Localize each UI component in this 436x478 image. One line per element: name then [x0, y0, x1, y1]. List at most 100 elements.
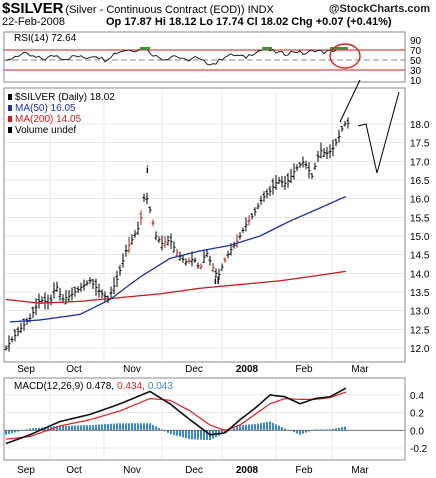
- price-tick-label: 14.0: [410, 269, 430, 280]
- macd-hist-bar: [221, 430, 223, 435]
- macd-hist-bar: [242, 424, 244, 431]
- macd-hist-bar: [71, 425, 73, 431]
- projection-line-1: [339, 79, 361, 123]
- macd-hist-bar: [68, 425, 70, 431]
- macd-hist-bar: [284, 428, 286, 431]
- macd-hist-bar: [233, 428, 235, 431]
- macd-hist-bar: [179, 430, 181, 437]
- macd-hist-bar: [314, 429, 316, 431]
- macd-hist-bar: [32, 428, 34, 431]
- macd-hist-bar: [14, 430, 16, 433]
- x-tick-label: 2008: [236, 364, 259, 375]
- price-tick-label: 18.0: [410, 120, 430, 131]
- macd-hist-bar: [158, 428, 160, 431]
- macd-hist-bar: [224, 430, 226, 433]
- macd-hist-bar: [248, 424, 250, 431]
- macd-hist-bar: [338, 427, 340, 431]
- macd-tick-label: 0.0: [410, 426, 424, 437]
- projection-line-2: [357, 91, 400, 174]
- macd-hist-bar: [308, 430, 310, 432]
- macd-hist-bar: [89, 425, 91, 431]
- price-tick-label: 13.5: [410, 288, 430, 299]
- macd-hist-bar: [320, 429, 322, 431]
- macd-hist-bar: [65, 425, 67, 431]
- macd-hist-bar: [140, 423, 142, 431]
- quote-values: Op 17.87 Hi 18.12 Lo 17.74 Cl 18.02 Chg …: [106, 16, 392, 28]
- macd-legend-hist: 0.043: [148, 381, 173, 392]
- macd-hist-bar: [56, 426, 58, 431]
- macd-hist-bar: [152, 424, 154, 431]
- macd-hist-bar: [80, 425, 82, 431]
- quote-date: 22-Feb-2008: [2, 16, 65, 28]
- macd-hist-bar: [164, 430, 166, 432]
- macd-hist-bar: [122, 423, 124, 431]
- macd-hist-bar: [344, 426, 346, 431]
- price-tick-label: 15.0: [410, 232, 430, 243]
- macd-hist-bar: [86, 425, 88, 431]
- macd-hist-bar: [176, 430, 178, 436]
- x-tick-label: Oct: [66, 465, 82, 476]
- macd-line: [5, 387, 347, 445]
- macd-hist-bar: [275, 424, 277, 431]
- symbol-description: (Silver - Continuous Contract (EOD)) IND…: [65, 4, 274, 16]
- macd-hist-bar: [293, 430, 295, 433]
- macd-hist-bar: [323, 429, 325, 431]
- x-tick-label: Feb: [295, 364, 313, 375]
- macd-panel: MACD(12,26,9) 0.478, 0.434, 0.043 0.4 0.2 0.…: [3, 377, 428, 461]
- wave-label-i: i: [146, 165, 149, 176]
- legend-swatch: [8, 94, 12, 100]
- macd-hist-bar: [125, 423, 127, 431]
- macd-hist-bar: [77, 425, 79, 431]
- price-tick-label: 17.0: [410, 157, 430, 168]
- legend-swatch: [8, 127, 12, 133]
- macd-hist-bar: [92, 424, 94, 431]
- macd-hist-bar: [146, 423, 148, 431]
- x-tick-label: Nov: [123, 465, 141, 476]
- legend-entry: MA(200) 14.05: [15, 114, 82, 125]
- watermark: @StockCharts.com: [328, 3, 430, 15]
- legend-entry: $SILVER (Daily) 18.02: [15, 92, 115, 103]
- macd-hist-bar: [269, 421, 271, 431]
- macd-hist-bar: [278, 425, 280, 431]
- macd-hist-bar: [155, 426, 157, 431]
- macd-hist-bar: [113, 423, 115, 431]
- macd-hist-bar: [98, 424, 100, 431]
- macd-hist-bar: [62, 425, 64, 431]
- macd-hist-bar: [47, 426, 49, 431]
- macd-legend-prefix: MACD(12,26,9) 0.478,: [14, 381, 114, 392]
- macd-hist-bar: [8, 430, 10, 434]
- price-tick-label: 12.5: [410, 325, 430, 336]
- macd-hist-bar: [239, 425, 241, 431]
- macd-hist-bar: [83, 425, 85, 431]
- x-tick-label: Dec: [185, 465, 203, 476]
- macd-hist-bar: [299, 430, 301, 435]
- ma200-line: [5, 270, 347, 304]
- x-tick-label: Mar: [351, 364, 369, 375]
- macd-hist-bar: [266, 422, 268, 431]
- price-tick-label: 12.0: [410, 344, 430, 355]
- macd-hist-bar: [305, 430, 307, 433]
- macd-hist-bar: [128, 423, 130, 431]
- macd-hist-bar: [185, 430, 187, 439]
- x-tick-label: Sep: [17, 465, 35, 476]
- macd-hist-bar: [26, 429, 28, 431]
- macd-hist-bar: [137, 423, 139, 431]
- legend-swatch: [8, 105, 12, 111]
- macd-hist-bar: [236, 426, 238, 431]
- macd-tick-label: -0.2: [410, 444, 428, 455]
- macd-hist-bar: [188, 430, 190, 439]
- macd-hist-bar: [296, 430, 298, 434]
- rsi-overbought-fill: [330, 47, 348, 50]
- rsi-legend: RSI(14) 72.64: [14, 33, 77, 44]
- x-tick-label: Oct: [66, 364, 82, 375]
- macd-hist-bar: [74, 425, 76, 431]
- macd-hist-bar: [197, 430, 199, 440]
- macd-hist-bar: [182, 430, 184, 438]
- rsi-series-line: [5, 46, 346, 66]
- rsi-tick-label: 10: [410, 76, 422, 87]
- price-tick-label: 16.0: [410, 195, 430, 206]
- wave-label-ii: ii: [214, 276, 220, 287]
- x-tick-label: 2008: [236, 465, 259, 476]
- chart-title: $SILVER (Silver - Continuous Contract (EO…: [2, 0, 274, 17]
- macd-hist-bar: [116, 423, 118, 431]
